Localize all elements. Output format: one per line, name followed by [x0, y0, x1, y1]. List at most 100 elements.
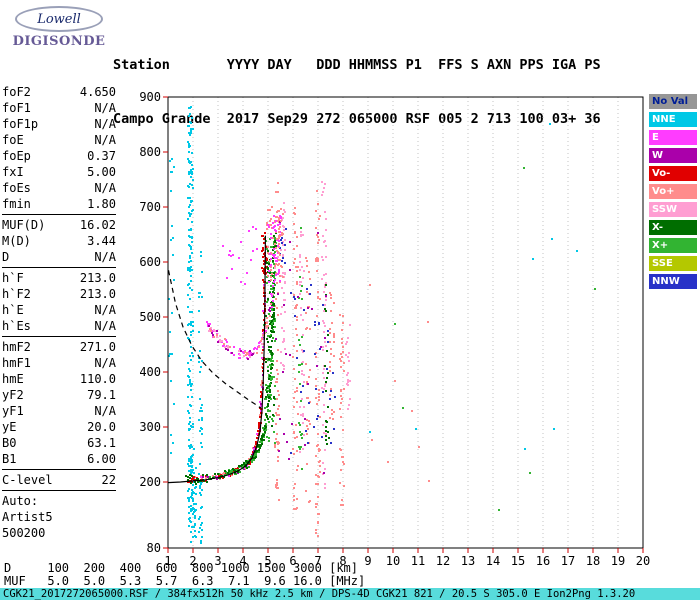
- x-axis-label: 18: [586, 554, 600, 568]
- param-label: hmF2: [2, 340, 31, 354]
- y-axis-label: 700: [140, 200, 161, 214]
- param-value: 1.80: [87, 197, 116, 211]
- x-axis-label: 15: [511, 554, 525, 568]
- spread-f-cusp-points: [261, 232, 268, 283]
- y-axis-label: 600: [140, 255, 161, 269]
- param-value: 213.0: [79, 287, 116, 301]
- x-axis-label: 9: [364, 554, 371, 568]
- legend-item-x: X-: [649, 220, 697, 235]
- param-value: 3.44: [87, 234, 116, 248]
- param-value: N/A: [94, 117, 116, 131]
- param-row-hme: hmE 110.0: [2, 371, 116, 387]
- oblique-trace-points: [206, 215, 282, 359]
- x-axis-label: 13: [461, 554, 475, 568]
- plot-border: [167, 96, 644, 549]
- rfi-column-points: [292, 207, 299, 510]
- param-row-ye: yE 20.0: [2, 419, 116, 435]
- param-label: hmE: [2, 372, 24, 386]
- ionogram-plot: 1 2 3 4 5 6 7 8 9 10 11 12 13 14 15 16 17 18 19 20802003004…: [140, 90, 650, 568]
- param-label: h`E: [2, 303, 24, 317]
- legend-item-nnw: NNW: [649, 274, 697, 289]
- y-axis-label: 900: [140, 90, 161, 104]
- oblique-trace-points: [208, 221, 281, 360]
- noise-points: [290, 284, 336, 454]
- f-trace-o-points: [187, 246, 267, 483]
- param-row-hmf2: hmF2 271.0: [2, 339, 116, 355]
- param-row-yf1: yF1 N/A: [2, 403, 116, 419]
- param-label: M(D): [2, 234, 31, 248]
- status-bar: CGK21_2017272065000.RSF / 384fx512h 50 k…: [0, 588, 700, 600]
- f-trace-o-points: [193, 245, 267, 481]
- param-label: fxI: [2, 165, 24, 179]
- param-row-hf2: h`F2 213.0: [2, 286, 116, 302]
- param-row-mufd: MUF(D) 16.02: [2, 217, 116, 233]
- param-label: foEp: [2, 149, 31, 163]
- param-label: MUF(D): [2, 218, 46, 232]
- lowell-logo-oval: Lowell: [15, 6, 103, 32]
- param-row-d: D N/A: [2, 249, 116, 265]
- param-label: h`F: [2, 271, 24, 285]
- rfi-column-points: [192, 448, 197, 538]
- param-row-fmin: fmin 1.80: [2, 196, 116, 212]
- param-label: h`F2: [2, 287, 31, 301]
- param-label: h`Es: [2, 319, 31, 333]
- rfi-column-points: [315, 190, 321, 537]
- param-value: 110.0: [79, 372, 116, 386]
- noise-points: [275, 232, 327, 474]
- param-label: C-level: [2, 473, 53, 487]
- sparse-noise-points: [369, 284, 430, 482]
- param-row-hmf1: hmF1 N/A: [2, 355, 116, 371]
- param-value: N/A: [94, 356, 116, 370]
- trace-start-points: [185, 474, 208, 485]
- parameter-panel: foF2 4.650 foF1 N/A foF1p N/A foE N/A foEp 0.37 fx…: [2, 84, 116, 541]
- panel-separator: [2, 469, 116, 470]
- rfi-column-points: [198, 251, 203, 544]
- header-column-titles: Station YYYY DAY DDD HHMMSS P1 FFS S AXN…: [113, 57, 601, 73]
- rfi-column-points: [280, 202, 286, 370]
- param-value: 6.00: [87, 452, 116, 466]
- param-label: yF2: [2, 388, 24, 402]
- param-row-fof2: foF2 4.650: [2, 84, 116, 100]
- param-row-fof1p: foF1p N/A: [2, 116, 116, 132]
- rfi-column-points: [298, 227, 303, 470]
- x-axis-label: 12: [436, 554, 450, 568]
- legend-item-vo: Vo+: [649, 184, 697, 199]
- param-row-fxi: fxI 5.00: [2, 164, 116, 180]
- param-value: N/A: [94, 101, 116, 115]
- rfi-column-points: [324, 284, 330, 445]
- param-row-hf: h`F 213.0: [2, 270, 116, 286]
- param-value: 22: [101, 473, 116, 487]
- x-axis-label: 16: [536, 554, 550, 568]
- sparse-noise-points: [394, 167, 596, 511]
- legend-item-noval: No Val: [649, 94, 697, 109]
- param-label: B0: [2, 436, 17, 450]
- param-row-b0: B0 63.1: [2, 435, 116, 451]
- legend-item-x: X+: [649, 238, 697, 253]
- param-label: yF1: [2, 404, 24, 418]
- y-axis-label: 800: [140, 145, 161, 159]
- logo-brand-text: Lowell: [37, 11, 81, 27]
- param-label: foF1: [2, 101, 31, 115]
- muf-row: MUF 5.0 5.0 5.3 5.7 6.3 7.1 9.6 16.0 [MH…: [4, 574, 366, 588]
- legend-item-sse: SSE: [649, 256, 697, 271]
- param-value: 20.0: [87, 420, 116, 434]
- plot-area: 1 2 3 4 5 6 7 8 9 10 11 12 13 14 15 16 17 18 19 20 80 200 300 4…: [140, 88, 660, 570]
- muf-transmission-curve: [167, 270, 262, 409]
- rfi-column-points: [187, 106, 194, 543]
- param-row-foes: foEs N/A: [2, 180, 116, 196]
- param-value: 16.02: [79, 218, 116, 232]
- param-row-hes: h`Es N/A: [2, 318, 116, 334]
- param-value: 5.00: [87, 165, 116, 179]
- upper-speckle-points: [222, 226, 258, 285]
- param-row-yf2: yF2 79.1: [2, 387, 116, 403]
- rfi-column-points: [339, 314, 345, 506]
- param-row-he: h`E N/A: [2, 302, 116, 318]
- legend-item-w: W: [649, 148, 697, 163]
- legend-item-nne: NNE: [649, 112, 697, 127]
- x-axis-label: 10: [386, 554, 400, 568]
- x-axis-label: 19: [611, 554, 625, 568]
- param-label: fmin: [2, 197, 31, 211]
- doppler-legend: No Val NNE E W Vo- Vo+ SSW X- X+ SSE NNW: [649, 94, 697, 292]
- distance-row: D 100 200 400 600 800 1000 1500 3000 [km…: [4, 561, 359, 575]
- param-row-md: M(D) 3.44: [2, 233, 116, 249]
